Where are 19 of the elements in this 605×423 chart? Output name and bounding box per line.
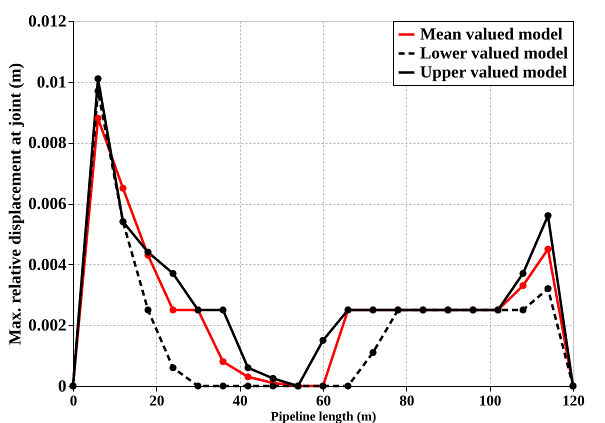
legend-label: Lower valued model [420, 44, 568, 62]
x-tick-label: 60 [316, 394, 331, 410]
y-tick-label: 0 [58, 376, 66, 396]
x-tick-label: 80 [399, 394, 414, 410]
y-tick-label: 0.012 [28, 12, 66, 30]
y-tick-label: 0.004 [28, 254, 67, 274]
x-tick-label: 40 [232, 394, 248, 410]
x-tick-label: 120 [562, 394, 585, 410]
y-axis-title: Max. relative displacement at joint (m) [5, 62, 24, 346]
y-tick-label: 0.01 [36, 72, 66, 92]
y-tick-label: 0.002 [28, 316, 66, 335]
legend-label: Mean valued model [420, 24, 563, 44]
legend-label: Upper valued model [420, 62, 568, 82]
x-tick-label: 100 [478, 394, 502, 410]
y-tick-label: 0.006 [28, 194, 66, 213]
y-tick-label: 0.008 [28, 133, 66, 152]
x-axis-title: Pipeline length (m) [270, 408, 376, 423]
x-tick-label: 20 [149, 394, 164, 410]
x-tick-label: 0 [70, 394, 78, 410]
